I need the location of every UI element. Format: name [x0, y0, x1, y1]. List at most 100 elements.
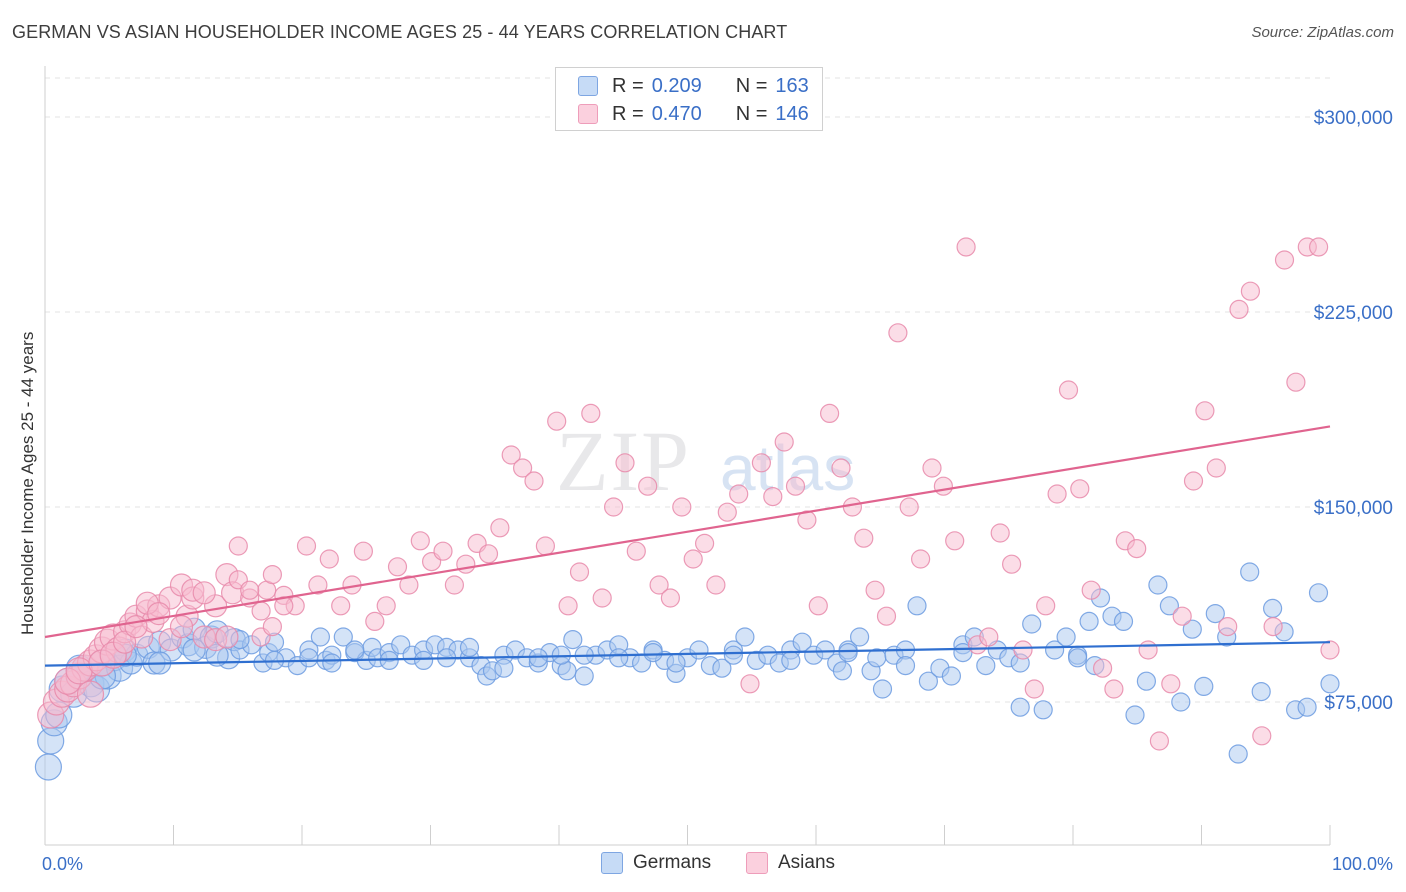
- chart-title: GERMAN VS ASIAN HOUSEHOLDER INCOME AGES …: [12, 22, 788, 42]
- point-asians-99: [1024, 679, 1044, 699]
- point-asians-73: [729, 484, 749, 504]
- point-germans-79: [735, 627, 755, 647]
- point-asians-52: [490, 518, 510, 538]
- point-asians-88: [899, 497, 919, 517]
- point-asians-108: [1127, 538, 1147, 559]
- y-tick-label-0: $75,000: [1324, 693, 1393, 714]
- point-germans-111: [1079, 611, 1099, 632]
- point-asians-65: [638, 476, 658, 496]
- legend-r-label: R =: [612, 74, 644, 97]
- point-germans-118: [1148, 575, 1168, 595]
- legend-row-germans: R = 0.209 N = 163: [578, 74, 809, 98]
- point-germans-107: [1033, 700, 1053, 720]
- point-germans-38: [310, 627, 330, 647]
- point-asians-110: [1149, 731, 1170, 751]
- correlation-legend: R = 0.209 N = 163 R = 0.470 N = 146: [555, 67, 823, 131]
- point-germans-86: [815, 640, 835, 660]
- point-asians-140: [215, 625, 239, 649]
- point-asians-93: [956, 237, 976, 257]
- point-asians-58: [558, 596, 578, 616]
- point-asians-98: [1013, 640, 1033, 660]
- point-asians-86: [876, 606, 897, 626]
- y-tick-label-3: $300,000: [1314, 108, 1393, 129]
- y-tick-label-1: $150,000: [1314, 498, 1393, 519]
- point-germans-109: [1056, 627, 1076, 647]
- point-asians-35: [296, 536, 317, 556]
- legend-item-germans[interactable]: Germans: [601, 852, 711, 874]
- point-asians-83: [842, 497, 863, 517]
- point-asians-76: [763, 487, 783, 507]
- point-germans-64: [563, 629, 583, 650]
- point-asians-97: [1001, 554, 1022, 574]
- point-asians-117: [1229, 299, 1249, 319]
- point-asians-79: [797, 510, 817, 530]
- point-germans-148: [895, 655, 916, 676]
- legend-r-value: 0.470: [651, 102, 702, 125]
- point-asians-105: [1092, 658, 1113, 678]
- x-tick-label-max: 100.0%: [1332, 854, 1393, 874]
- point-asians-103: [1070, 479, 1090, 499]
- point-asians-49: [456, 554, 476, 574]
- point-asians-40: [353, 541, 373, 561]
- point-asians-115: [1206, 458, 1226, 478]
- point-asians-100: [1036, 596, 1056, 616]
- point-asians-48: [444, 575, 464, 595]
- point-asians-95: [979, 627, 999, 647]
- point-asians-134: [147, 601, 171, 626]
- point-germans-119: [1159, 596, 1180, 616]
- point-germans-108: [1044, 640, 1065, 660]
- point-asians-116: [1218, 616, 1238, 637]
- point-germans-90: [849, 627, 870, 647]
- point-asians-131: [112, 630, 137, 654]
- legend-r-label: R =: [612, 102, 644, 125]
- point-asians-43: [387, 557, 408, 577]
- series-legend: Germans Asians: [0, 852, 1406, 878]
- point-asians-56: [535, 536, 556, 556]
- x-tick-label-min: 0.0%: [42, 854, 83, 874]
- point-asians-53: [501, 445, 521, 465]
- legend-n-value: 163: [775, 74, 809, 97]
- point-germans-115: [1113, 611, 1134, 632]
- legend-swatch-asians: [578, 104, 598, 124]
- point-germans-75: [689, 640, 709, 660]
- point-asians-54: [512, 458, 533, 478]
- legend-n-value: 146: [775, 102, 809, 125]
- point-asians-128: [76, 680, 105, 708]
- legend-row-asians: R = 0.470 N = 146: [578, 102, 809, 126]
- point-asians-82: [831, 458, 851, 478]
- point-germans-99: [941, 666, 962, 686]
- point-germans-151: [1067, 648, 1088, 668]
- point-germans-123: [1205, 603, 1225, 624]
- chart-source: Source: ZipAtlas.com: [1251, 24, 1394, 41]
- point-asians-74: [740, 674, 760, 694]
- point-germans-128: [1262, 598, 1283, 619]
- point-asians-51: [478, 544, 499, 564]
- point-asians-114: [1195, 401, 1215, 421]
- point-asians-90: [922, 458, 942, 478]
- point-germans-97: [918, 671, 939, 691]
- point-asians-96: [990, 523, 1010, 543]
- point-germans-133: [1320, 674, 1340, 694]
- grid-lines: [45, 77, 1330, 703]
- point-germans-65: [574, 666, 594, 686]
- point-germans-159: [459, 637, 480, 658]
- point-asians-142: [240, 580, 260, 600]
- point-germans-138: [322, 653, 342, 673]
- point-asians-47: [433, 541, 453, 561]
- legend-swatch-germans: [578, 76, 598, 96]
- point-asians-44: [399, 575, 419, 595]
- point-germans-146: [781, 650, 801, 671]
- point-asians-63: [615, 453, 635, 473]
- point-germans-143: [609, 648, 629, 668]
- tick-labels: $75,000 $150,000 $225,000 $300,000 0.0% 100.0…: [42, 108, 1393, 874]
- point-asians-80: [808, 596, 828, 616]
- point-asians-136: [169, 614, 194, 639]
- watermark: ZIP atlas: [556, 413, 855, 509]
- point-asians-60: [581, 403, 601, 423]
- point-asians-37: [319, 549, 339, 569]
- series-asians: [37, 237, 1340, 751]
- point-asians-77: [774, 432, 794, 452]
- legend-item-asians[interactable]: Asians: [746, 852, 835, 874]
- point-germans-141: [494, 658, 514, 678]
